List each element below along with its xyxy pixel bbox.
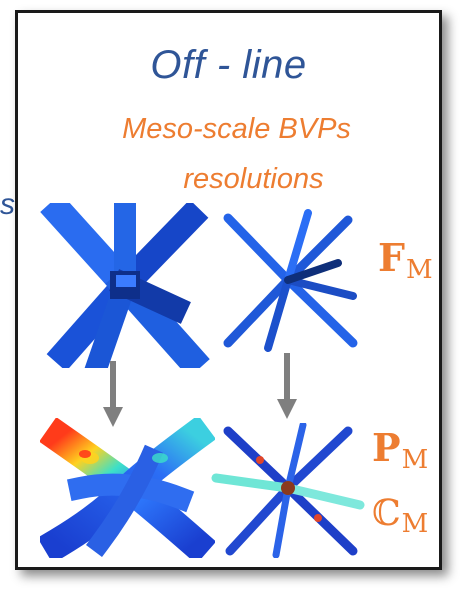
- thick-lattice-undeformed: [40, 203, 210, 368]
- down-arrow-left: [103, 361, 123, 427]
- thin-lattice-undeformed: [223, 209, 358, 352]
- down-arrow-right: [277, 353, 297, 419]
- label-pm-sub: M: [401, 445, 429, 475]
- clipped-left-text: s: [0, 188, 15, 221]
- label-fm-sub: M: [405, 255, 433, 285]
- thick-lattice-deformed-stress: [40, 418, 215, 558]
- panel-subtitle-line2: resolutions: [183, 163, 324, 195]
- offline-panel: Off - line Meso-scale BVPs resolutions: [15, 10, 442, 570]
- label-fm-main: F: [378, 235, 405, 280]
- label-fm: FM: [378, 235, 433, 285]
- panel-subtitle-line1: Meso-scale BVPs: [122, 113, 351, 145]
- panel-title: Off - line: [150, 43, 307, 87]
- label-cm-sub: M: [401, 509, 429, 539]
- label-pm: PM: [372, 425, 428, 475]
- label-pm-main: P: [372, 425, 401, 470]
- thin-lattice-deformed-stress: [211, 423, 365, 558]
- label-cm: ℂM: [372, 489, 428, 539]
- label-cm-main: ℂ: [372, 493, 401, 534]
